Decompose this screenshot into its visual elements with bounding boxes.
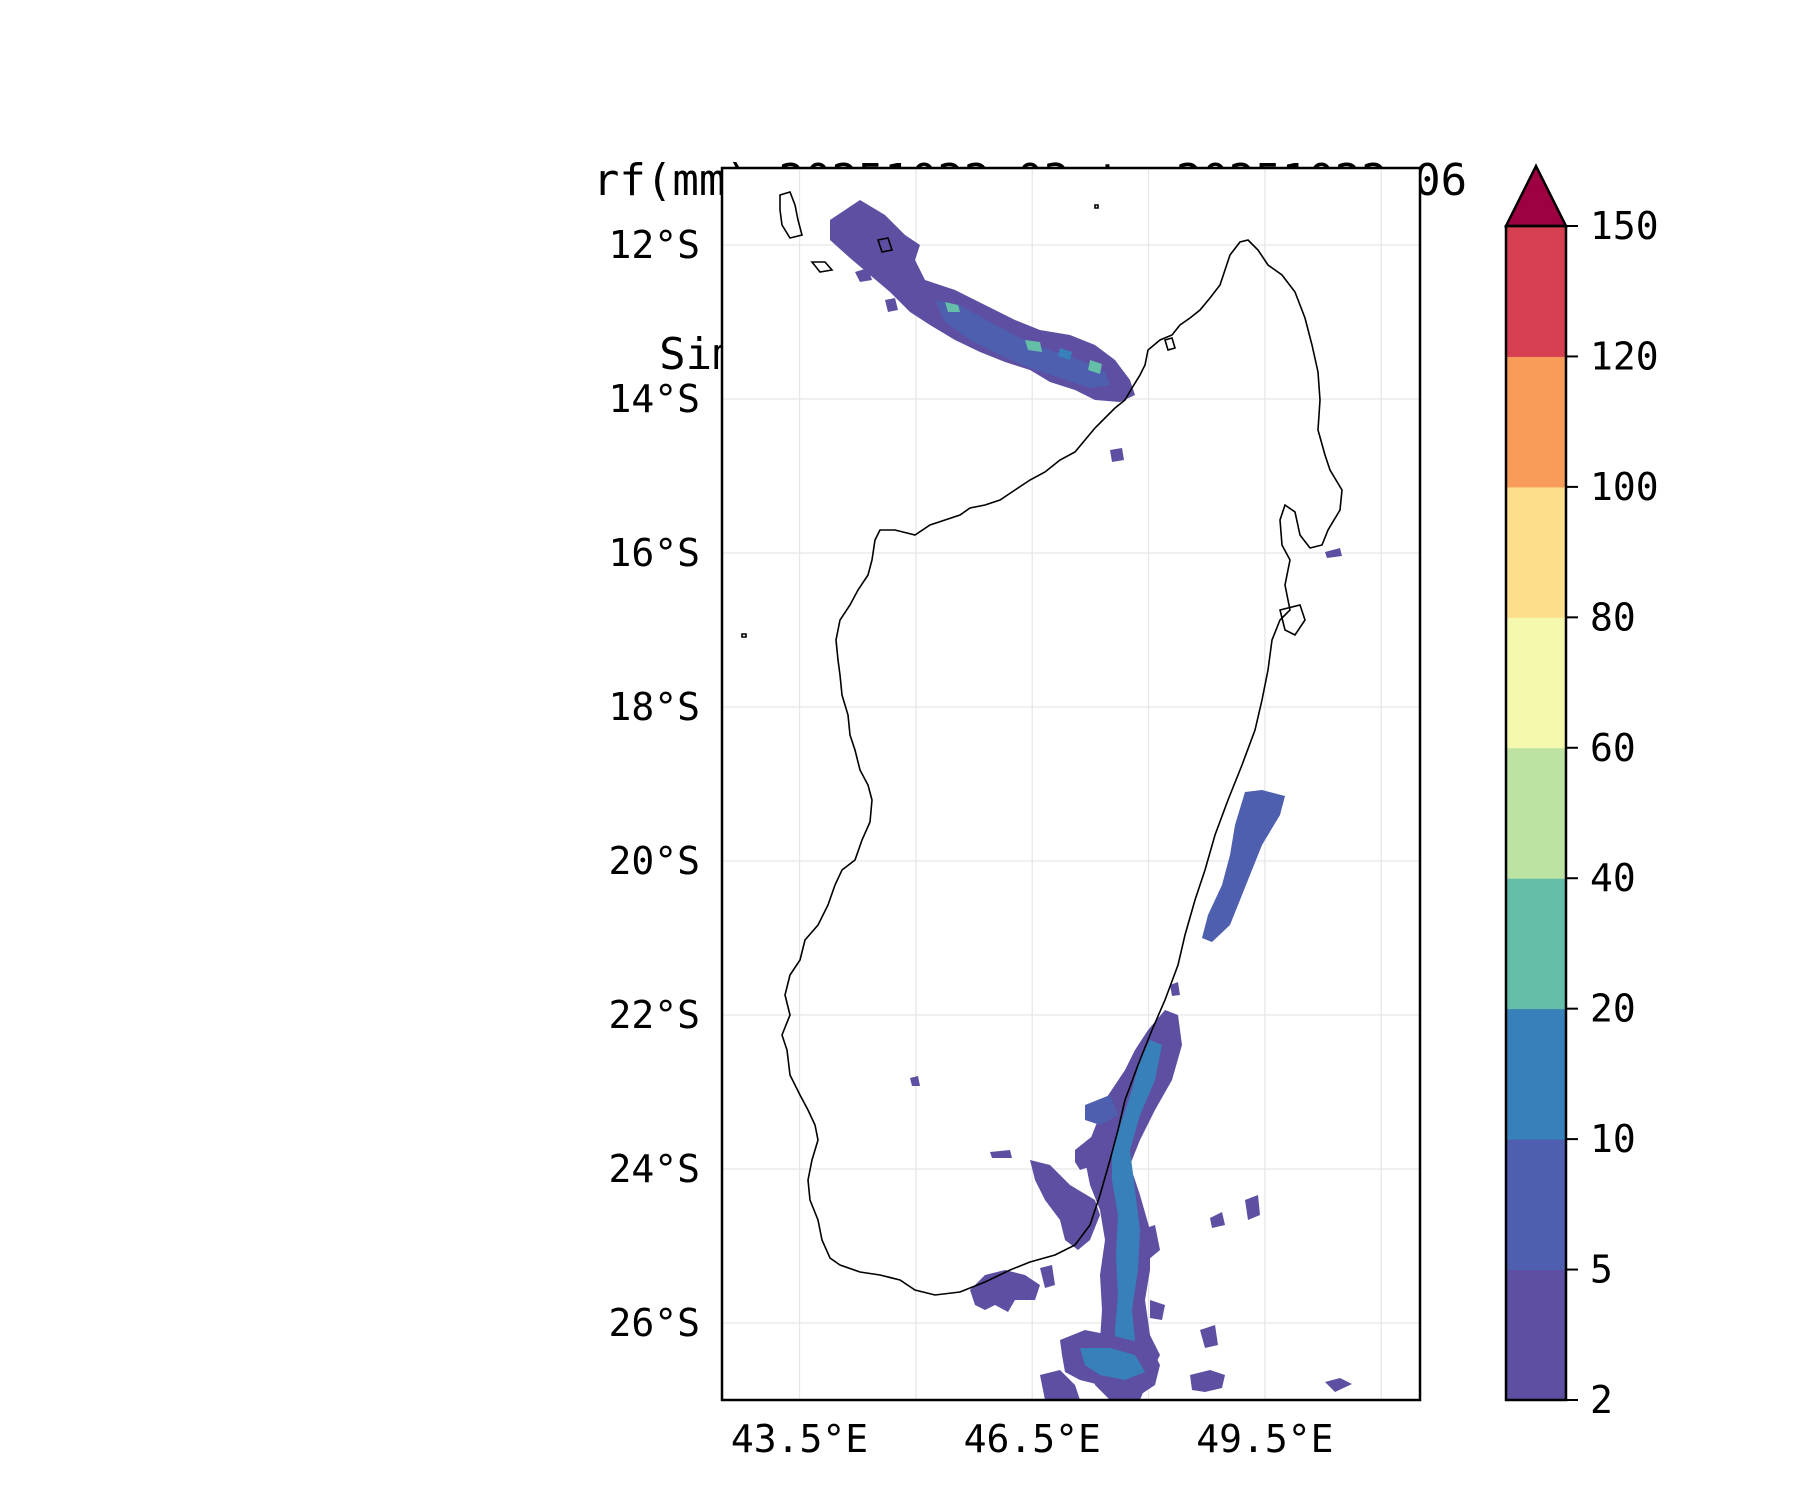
rain-area-southeast-west-2 [1085,1095,1118,1125]
rain-area-southeast-6 [1210,1212,1225,1228]
rain-patch-6 [910,1076,920,1086]
rain-area-southeast-core [1112,1040,1162,1360]
rainfall-field [830,200,1352,1400]
coastline-island-4 [1164,337,1176,351]
map-panel [720,166,1422,1402]
rain-patch-1 [855,268,872,282]
rain-area-southeast-west [1075,1130,1110,1170]
lat-tick-label: 20°S [608,839,700,883]
map-frame [720,166,1422,1402]
colorbar-segment [1506,878,1566,1010]
colorbar-label: 80 [1590,595,1636,639]
rain-area-north-peak-2 [1025,340,1042,352]
rain-area-southeast-2 [1190,1370,1225,1392]
lon-tick-label: 43.5°E [731,1417,868,1461]
colorbar-label: 150 [1590,204,1659,248]
colorbar-label: 100 [1590,465,1659,509]
lon-tick-label: 49.5°E [1196,1417,1333,1461]
colorbar-segment [1506,226,1566,357]
rain-area-far-south-core [1080,1348,1145,1380]
lat-tick-label: 14°S [608,377,700,421]
latitude-axis: 12°S 14°S 16°S 18°S 20°S 22°S 24°S 26°S [608,223,700,1345]
lat-tick-label: 22°S [608,993,700,1037]
rain-area-north-core [935,300,1110,388]
colorbar-segment [1506,356,1566,488]
rain-area-far-south-west [1040,1370,1080,1400]
rain-area-east-lower [1140,1225,1160,1260]
rain-area-north-peak-1 [945,302,960,312]
rain-area-north [830,200,1135,402]
colorbar-segment [1506,486,1566,618]
colorbar-label: 10 [1590,1117,1636,1161]
rain-patch-4 [1325,548,1342,558]
colorbar-frame [1504,224,1568,1402]
colorbar-label: 2 [1590,1378,1613,1422]
coastline-island-2 [810,261,834,273]
colorbar-label: 40 [1590,856,1636,900]
rain-patch-2 [885,298,898,312]
colorbar-segment [1506,747,1566,879]
colorbar-segment [1506,1008,1566,1140]
lat-tick-label: 26°S [608,1301,700,1345]
rain-area-south-diag [1030,1160,1100,1250]
rain-patch-5 [990,1150,1012,1158]
rain-area-east-lower-2 [1150,1300,1165,1320]
colorbar-label: 60 [1590,726,1636,770]
lat-tick-label: 18°S [608,685,700,729]
rain-patch-3 [1110,448,1124,462]
rain-area-north-peak-3 [1088,360,1102,374]
lon-tick-label: 46.5°E [964,1417,1101,1461]
colorbar-segment [1506,1269,1566,1401]
gridlines [722,168,1420,1400]
colorbar-extend-max [1503,163,1569,228]
coastline-island-3 [876,237,894,253]
colorbar-label: 120 [1590,334,1659,378]
coastline-island-6 [741,633,747,638]
rain-area-southeast-4 [1245,1195,1260,1220]
coastline-island-1 [779,191,803,239]
longitude-axis: 43.5°E 46.5°E 49.5°E [731,1417,1334,1461]
lat-tick-label: 12°S [608,223,700,267]
coastline-island-5 [1279,604,1306,637]
coastline-island-7 [1094,204,1099,209]
rain-area-east-band [1202,790,1285,942]
lat-tick-label: 16°S [608,531,700,575]
colorbar-segment [1506,1139,1566,1271]
colorbar-label: 20 [1590,987,1636,1031]
rain-area-north-peak-4 [1058,348,1072,360]
colorbar-label: 5 [1590,1248,1613,1292]
colorbar-segment [1506,617,1566,749]
rain-area-south-coast-2 [1040,1265,1055,1288]
coastline-madagascar [781,239,1343,1296]
colorbar: 2 5 10 20 40 60 80 100 120 150 [1503,163,1659,1422]
lat-tick-label: 24°S [608,1147,700,1191]
rain-patch-7 [1170,982,1180,996]
coastlines [741,191,1343,1296]
rain-area-southeast-5 [1325,1378,1352,1392]
rain-area-southeast-3 [1200,1325,1218,1348]
